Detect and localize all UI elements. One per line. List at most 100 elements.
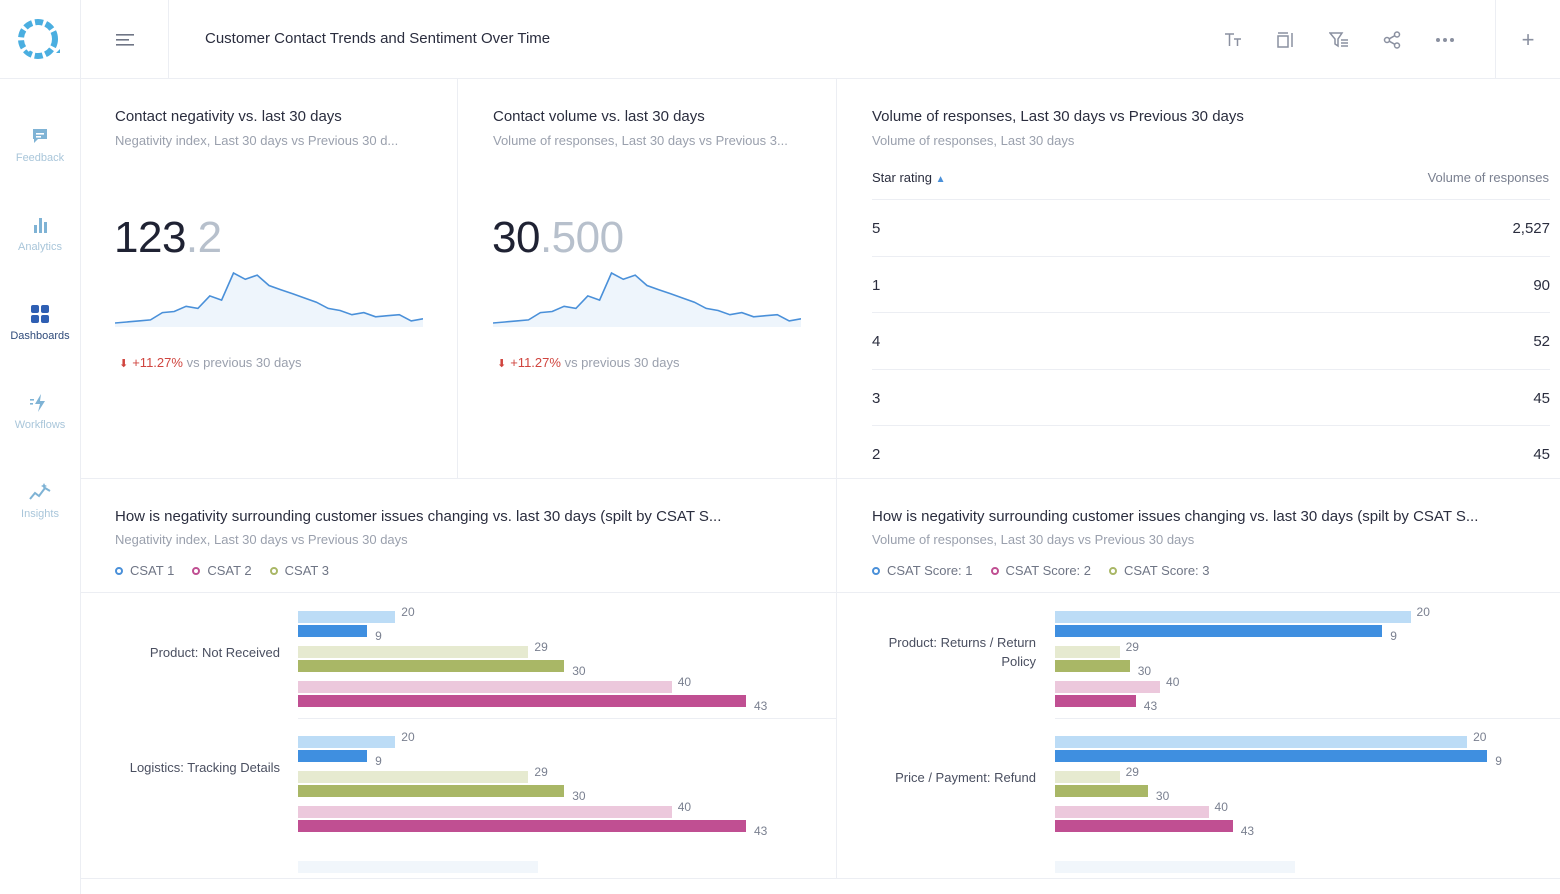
bar[interactable]	[1055, 681, 1161, 693]
bar[interactable]	[1055, 806, 1209, 818]
group-divider	[298, 718, 836, 719]
star-rating-cell: 1	[872, 276, 881, 294]
volume-cell: 45	[1533, 446, 1550, 463]
more-icon	[1436, 38, 1454, 42]
bar[interactable]	[1055, 695, 1136, 707]
bar-value-label: 30	[1155, 789, 1170, 803]
kpi-value: 30.500	[492, 213, 624, 263]
star-rating-cell: 4	[872, 333, 881, 350]
table-row[interactable]: 4 52	[872, 312, 1550, 368]
arrow-down-icon: ⬇	[497, 358, 507, 370]
sparkline-line	[115, 271, 423, 324]
volume-cell: 52	[1533, 333, 1550, 350]
bar-chart-panel-2[interactable]: How is negativity surrounding customer i…	[837, 479, 1560, 879]
bar-value-label: 40	[1166, 675, 1180, 689]
panel-title: How is negativity surrounding customer i…	[872, 508, 1479, 525]
bar[interactable]	[1055, 785, 1148, 797]
volume-cell: 45	[1533, 389, 1550, 407]
share-button[interactable]	[1379, 27, 1405, 53]
legend-ring-icon	[269, 566, 278, 575]
bar[interactable]	[1055, 771, 1120, 783]
arrow-down-icon: ⬇	[119, 358, 129, 370]
table-row[interactable]: 5 2,527	[872, 199, 1550, 255]
responses-table-panel[interactable]: Volume of responses, Last 30 days vs Pre…	[837, 79, 1560, 479]
legend-item[interactable]: CSAT 1	[115, 563, 174, 578]
text-size-icon	[1225, 33, 1241, 46]
bar[interactable]	[1055, 820, 1233, 832]
category-label: Price / Payment: Refund	[895, 770, 1036, 785]
bar-chart-panel-1[interactable]: How is negativity surrounding customer i…	[81, 479, 837, 879]
table-row[interactable]: 2 45	[872, 425, 1550, 478]
bar[interactable]	[298, 785, 565, 797]
bar[interactable]	[298, 806, 672, 818]
sidebar-item-analytics[interactable]: Analytics	[0, 215, 80, 253]
lightning-icon	[30, 394, 45, 412]
legend-label: CSAT Score: 2	[1005, 563, 1092, 578]
bar[interactable]	[1055, 611, 1411, 623]
bar[interactable]	[1055, 646, 1120, 658]
bar-value-label: 30	[1137, 664, 1152, 678]
column-header-volume[interactable]: Volume of responses	[1427, 170, 1549, 185]
bar[interactable]	[298, 695, 746, 707]
bar-value-label: 40	[1214, 800, 1228, 814]
bar[interactable]	[1055, 660, 1130, 672]
filter-button[interactable]	[1326, 27, 1352, 53]
bar[interactable]	[298, 771, 529, 783]
legend-item[interactable]: CSAT Score: 2	[990, 563, 1092, 578]
kpi-panel-negativity[interactable]: Contact negativity vs. last 30 days Nega…	[81, 79, 458, 479]
bar-value-label: 43	[1240, 824, 1255, 838]
sidebar-item-insights[interactable]: Insights	[0, 482, 80, 520]
legend-item[interactable]: CSAT 3	[269, 563, 329, 578]
bar[interactable]	[298, 660, 565, 672]
share-icon	[1383, 31, 1401, 49]
layout-button[interactable]	[1273, 27, 1299, 53]
bar[interactable]	[1055, 736, 1468, 748]
add-widget-button[interactable]: +	[1495, 0, 1560, 79]
menu-button[interactable]	[81, 0, 169, 79]
bar-value-label: 9	[375, 629, 382, 643]
kpi-delta: ⬇ +11.27% vs previous 30 days	[119, 355, 301, 370]
volume-cell: 2,527	[1512, 220, 1550, 237]
bar-value-label: 9	[1390, 629, 1397, 643]
bar[interactable]	[298, 611, 396, 623]
bar[interactable]	[298, 681, 672, 693]
bar[interactable]	[1055, 750, 1488, 762]
more-button[interactable]	[1432, 27, 1458, 53]
bar[interactable]	[298, 750, 368, 762]
bar[interactable]	[298, 646, 529, 658]
category-label: Product: Returns / Return Policy	[888, 635, 1036, 669]
sidebar-item-label: Workflows	[14, 419, 66, 431]
bar[interactable]	[298, 736, 396, 748]
sidebar-item-label: Insights	[21, 508, 59, 520]
column-header-star-rating[interactable]: Star rating ▲︎	[872, 170, 946, 185]
sparkle-chart-icon	[29, 483, 51, 500]
bar[interactable]	[298, 820, 746, 832]
kpi-panel-volume[interactable]: Contact volume vs. last 30 days Volume o…	[458, 79, 837, 479]
table-row[interactable]: 1 90	[872, 255, 1550, 312]
bar	[1055, 861, 1295, 873]
kpi-value-dec: .2	[185, 213, 222, 262]
bar-value-label: 20	[1416, 605, 1430, 619]
legend-item[interactable]: CSAT Score: 3	[1109, 563, 1210, 578]
sparkline-chart	[493, 271, 801, 327]
legend-item[interactable]: CSAT Score: 1	[872, 563, 973, 578]
sidebar-item-workflows[interactable]: Workflows	[0, 393, 80, 431]
table-row[interactable]: 3 45	[872, 368, 1550, 425]
bar-value-label: 30	[572, 664, 586, 678]
logo-icon	[18, 19, 60, 59]
sidebar-item-dashboards[interactable]: Dashboards	[0, 304, 80, 342]
text-size-button[interactable]	[1220, 27, 1246, 53]
bar-chart-icon	[34, 218, 47, 233]
sidebar: Feedback Analytics Dashboards Workflows …	[0, 0, 81, 894]
logo[interactable]	[0, 0, 80, 79]
chat-bubble-icon	[33, 129, 47, 143]
bar[interactable]	[298, 625, 368, 637]
bar-chart-area: Product: Returns / Return Policy 20 9 29 30 4…	[837, 592, 1560, 878]
bar[interactable]	[1055, 625, 1383, 637]
sparkline-line	[493, 271, 801, 324]
sidebar-item-feedback[interactable]: Feedback	[0, 126, 80, 164]
legend-label: CSAT 1	[130, 563, 175, 578]
legend-item[interactable]: CSAT 2	[192, 563, 252, 578]
bar-value-label: 9	[375, 754, 382, 768]
delta-text: vs previous 30 days	[564, 355, 680, 370]
